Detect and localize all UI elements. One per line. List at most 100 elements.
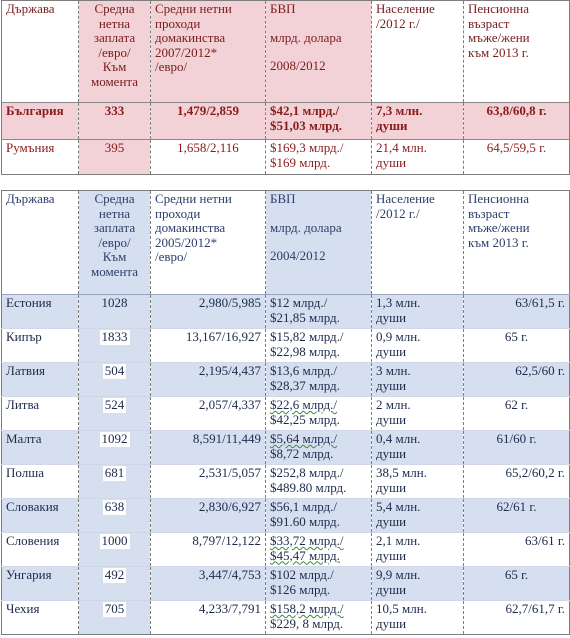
- cell-income: 2,531/5,057: [150, 464, 266, 499]
- header-population: Население/2012 г./: [371, 0, 464, 103]
- comparison-table-new-members: Държава Средна нетна заплата/евро/Към момен…: [1, 190, 570, 635]
- cell-salary: 1833: [78, 328, 151, 363]
- cell-pension: 63/61,5 г.: [463, 294, 570, 329]
- cell-population: 9,9 млн. души: [371, 566, 464, 601]
- cell-gdp: $42,1 млрд./$51,03 млрд.: [265, 102, 372, 140]
- cell-income: 2,830/6,927: [150, 498, 266, 533]
- cell-pension: 65,2/60,2 г.: [463, 464, 570, 499]
- cell-salary: 395: [78, 139, 151, 175]
- cell-pension: 62,5/60 г.: [463, 362, 570, 397]
- table-header-row: Държава Средна нетна заплата/евро/Към момен…: [1, 0, 570, 103]
- table-row: Латвия 504 2,195/4,437 $13,6 млрд./$28,3…: [1, 362, 570, 397]
- cell-gdp: $56,1 млрд./$91.60 млрд.: [265, 498, 372, 533]
- cell-income: 2,057/4,337: [150, 396, 266, 431]
- cell-pension: 62/61 г.: [463, 498, 570, 533]
- table-row: Естония 1028 2,980/5,985 $12 млрд./$21,8…: [1, 294, 570, 329]
- cell-pension: 63,8/60,8 г.: [463, 102, 570, 140]
- cell-income: 13,167/16,927: [150, 328, 266, 363]
- cell-pension: 62 г.: [463, 396, 570, 431]
- header-pension: Пенсионна възраст мъже/жени към 2013 г.: [463, 190, 570, 295]
- cell-country: Латвия: [1, 362, 79, 397]
- table-row: Кипър 1833 13,167/16,927 $15,82 млрд./$2…: [1, 328, 570, 363]
- cell-country: България: [1, 102, 79, 140]
- cell-pension: 62,7/61,7 г.: [463, 600, 570, 635]
- header-gdp: БВП млрд. долара 2008/2012: [265, 0, 372, 103]
- table-row: Унгария 492 3,447/4,753 $102 млрд./$126 …: [1, 566, 570, 601]
- cell-pension: 64,5/59,5 г.: [463, 139, 570, 175]
- cell-country: Полша: [1, 464, 79, 499]
- table-header-row: Държава Средна нетна заплата/евро/Към момен…: [1, 190, 570, 295]
- cell-gdp: $22,6 млрд./$42,25 млрд.: [265, 396, 372, 431]
- header-population: Население/2012 г./: [371, 190, 464, 295]
- cell-population: 2,1 млн. души: [371, 532, 464, 567]
- header-income: Средни нетни проходи домакинства 2005/2012*…: [150, 190, 266, 295]
- header-salary: Средна нетна заплата/евро/Към момента: [78, 0, 151, 103]
- cell-salary: 504: [78, 362, 151, 397]
- cell-country: Румъния: [1, 139, 79, 175]
- cell-population: 0,4 млн. души: [371, 430, 464, 465]
- cell-salary: 524: [78, 396, 151, 431]
- cell-gdp: $15,82 млрд./$22,98 млрд.: [265, 328, 372, 363]
- header-country: Държава: [1, 0, 79, 103]
- table-row: Словакия 638 2,830/6,927 $56,1 млрд./$91…: [1, 498, 570, 533]
- cell-population: 3 млн. души: [371, 362, 464, 397]
- cell-income: 2,195/4,437: [150, 362, 266, 397]
- table-row: Полша 681 2,531/5,057 $252,8 млрд./$489.…: [1, 464, 570, 499]
- cell-income: 4,233/7,791: [150, 600, 266, 635]
- cell-salary: 1028: [78, 294, 151, 329]
- table-row: Словения 1000 8,797/12,122 $33,72 млрд./…: [1, 532, 570, 567]
- cell-gdp: $158,2 млрд./$229, 8 млрд.: [265, 600, 372, 635]
- cell-gdp: $102 млрд./$126 млрд.: [265, 566, 372, 601]
- cell-income: 8,591/11,449: [150, 430, 266, 465]
- cell-gdp: $33,72 млрд./$45,47 млрд.: [265, 532, 372, 567]
- cell-salary: 681: [78, 464, 151, 499]
- cell-population: 5,4 млн. души: [371, 498, 464, 533]
- cell-income: 2,980/5,985: [150, 294, 266, 329]
- cell-pension: 65 г.: [463, 328, 570, 363]
- cell-country: Словакия: [1, 498, 79, 533]
- comparison-table-bg-ro: Държава Средна нетна заплата/евро/Към момен…: [1, 0, 570, 175]
- header-salary: Средна нетна заплата/евро/Към момента: [78, 190, 151, 295]
- cell-gdp: $169,3 млрд./$169 млрд.: [265, 139, 372, 175]
- cell-salary: 1000: [78, 532, 151, 567]
- cell-income: 8,797/12,122: [150, 532, 266, 567]
- cell-gdp: $12 млрд./$21,85 млрд.: [265, 294, 372, 329]
- cell-salary: 333: [78, 102, 151, 140]
- cell-gdp: $13,6 млрд./$28,37 млрд.: [265, 362, 372, 397]
- table-row: България 333 1,479/2,859 $42,1 млрд./$51…: [1, 102, 570, 140]
- cell-country: Естония: [1, 294, 79, 329]
- cell-income: 1,479/2,859: [150, 102, 266, 140]
- cell-pension: 63/61 г.: [463, 532, 570, 567]
- cell-population: 2 млн. души: [371, 396, 464, 431]
- cell-population: 10,5 млн. души: [371, 600, 464, 635]
- table-row: Румъния 395 1,658/2,116 $169,3 млрд./$16…: [1, 139, 570, 175]
- cell-country: Чехия: [1, 600, 79, 635]
- cell-population: 38,5 млн. души: [371, 464, 464, 499]
- cell-pension: 61/60 г.: [463, 430, 570, 465]
- cell-population: 0,9 млн. души: [371, 328, 464, 363]
- header-country: Държава: [1, 190, 79, 295]
- cell-population: 21,4 млн. души: [371, 139, 464, 175]
- table-row: Литва 524 2,057/4,337 $22,6 млрд./$42,25…: [1, 396, 570, 431]
- cell-population: 7,3 млн. души: [371, 102, 464, 140]
- cell-country: Кипър: [1, 328, 79, 363]
- cell-salary: 705: [78, 600, 151, 635]
- header-gdp: БВП млрд. долара 2004/2012: [265, 190, 372, 295]
- cell-country: Малта: [1, 430, 79, 465]
- header-pension: Пенсионна възраст мъже/жени към 2013 г.: [463, 0, 570, 103]
- cell-gdp: $5,64 млрд./$8,72 млрд.: [265, 430, 372, 465]
- cell-population: 1,3 млн. души: [371, 294, 464, 329]
- cell-country: Словения: [1, 532, 79, 567]
- cell-country: Литва: [1, 396, 79, 431]
- cell-income: 1,658/2,116: [150, 139, 266, 175]
- cell-gdp: $252,8 млрд./$489.80 млрд.: [265, 464, 372, 499]
- table-row: Чехия 705 4,233/7,791 $158,2 млрд./$229,…: [1, 600, 570, 635]
- cell-salary: 1092: [78, 430, 151, 465]
- cell-salary: 638: [78, 498, 151, 533]
- cell-pension: 65 г.: [463, 566, 570, 601]
- table-row: Малта 1092 8,591/11,449 $5,64 млрд./$8,7…: [1, 430, 570, 465]
- cell-income: 3,447/4,753: [150, 566, 266, 601]
- header-income: Средни нетни проходи домакинства 2007/2012*…: [150, 0, 266, 103]
- cell-salary: 492: [78, 566, 151, 601]
- cell-country: Унгария: [1, 566, 79, 601]
